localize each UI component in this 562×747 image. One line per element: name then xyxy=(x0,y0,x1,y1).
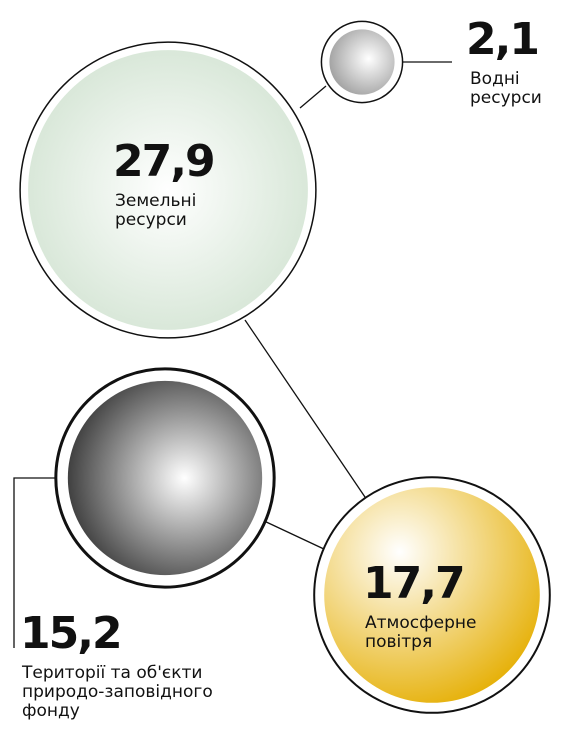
value-label: 27,9 xyxy=(113,136,216,187)
category-label: Атмосферне повітря xyxy=(365,613,477,652)
connector xyxy=(244,319,368,501)
bubble xyxy=(67,380,263,576)
bubble xyxy=(28,50,308,330)
value-label: 15,2 xyxy=(20,608,123,659)
category-label: Території та об'єкти природо-заповідного… xyxy=(22,663,213,721)
value-label: 17,7 xyxy=(363,558,466,609)
value-label: 2,1 xyxy=(466,14,540,65)
connector xyxy=(299,85,327,109)
category-label: Земельні ресурси xyxy=(115,191,197,230)
connector xyxy=(261,519,327,551)
bubble xyxy=(324,487,540,703)
category-label: Водні ресурси xyxy=(470,69,542,108)
bubble xyxy=(329,29,395,95)
